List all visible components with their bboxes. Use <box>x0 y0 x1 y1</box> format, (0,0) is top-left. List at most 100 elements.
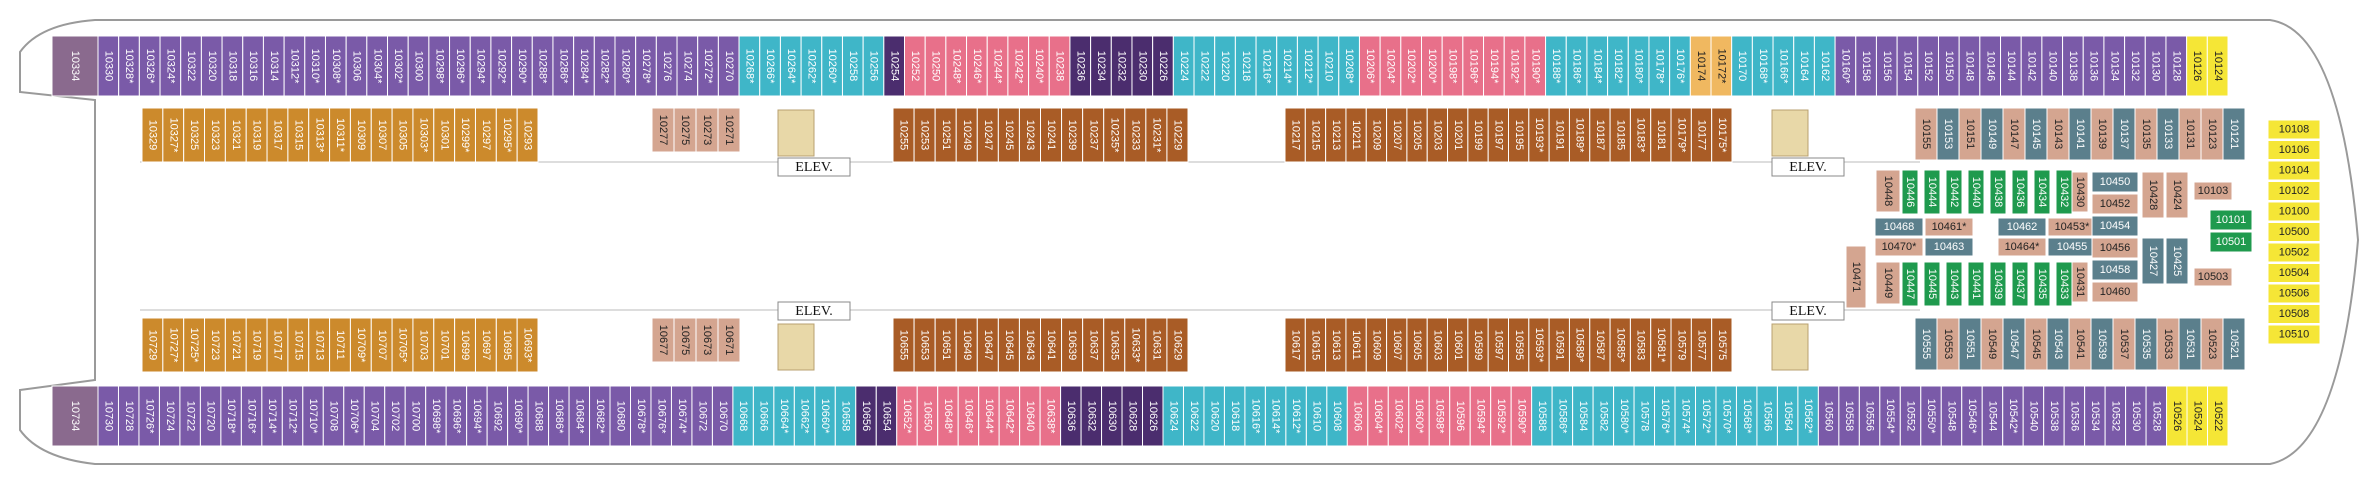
fwd-right-cabin[interactable]: 10450 <box>2091 171 2139 193</box>
outer-cabin[interactable]: 10254 <box>883 35 906 97</box>
fwd-side-cabin[interactable]: 10448 <box>1875 169 1901 213</box>
outer-cabin[interactable]: 10128 <box>2165 35 2188 97</box>
inner-cabin[interactable]: 10327* <box>162 107 185 163</box>
suite-cabin[interactable]: 10500 <box>2267 222 2321 242</box>
outer-cabin[interactable]: 10606 <box>1346 385 1369 447</box>
fwd-side-cabin[interactable]: 10425 <box>2165 237 2189 285</box>
inner-cabin[interactable]: 10239 <box>1061 107 1084 163</box>
outer-cabin[interactable]: 10300 <box>407 35 430 97</box>
outer-cabin[interactable]: 10522 <box>2207 385 2229 447</box>
fwd-upper-cabin[interactable]: 10143 <box>2046 107 2070 161</box>
green-cabin[interactable]: 10442 <box>1945 169 1963 215</box>
outer-cabin[interactable]: 10132 <box>2124 35 2146 97</box>
outer-cabin[interactable]: 10530 <box>2125 385 2147 447</box>
outer-cabin[interactable]: 10210 <box>1317 35 1340 97</box>
outer-cabin[interactable]: 10248* <box>945 35 968 97</box>
outer-cabin[interactable]: 10680 <box>609 385 631 447</box>
fwd-lower-cabin[interactable]: 10533 <box>2156 317 2180 371</box>
inner-cabin[interactable]: 10645 <box>997 317 1020 373</box>
outer-cabin[interactable]: 10322 <box>180 35 202 97</box>
outer-cabin[interactable]: 10296* <box>449 35 471 97</box>
outer-cabin[interactable]: 10710* <box>302 385 324 447</box>
outer-cabin[interactable]: 10142 <box>2020 35 2043 97</box>
outer-cabin[interactable]: 10282* <box>593 35 616 97</box>
outer-cabin[interactable]: 10202* <box>1400 35 1422 97</box>
outer-cabin[interactable]: 10162 <box>1813 35 1836 97</box>
inner-cabin[interactable]: 10723 <box>204 317 226 373</box>
outer-cabin[interactable]: 10244* <box>986 35 1009 97</box>
outer-cabin[interactable]: 10130 <box>2144 35 2167 97</box>
inner-cabin[interactable]: 10251 <box>934 107 957 163</box>
fwd-upper-cabin[interactable]: 10149 <box>1980 107 2004 161</box>
center-cabin[interactable]: 10455 <box>2047 237 2097 257</box>
outer-cabin[interactable]: 10188* <box>1545 35 1567 97</box>
inner-cabin[interactable]: 10215 <box>1304 107 1327 163</box>
aft-cabin-bottom[interactable]: 10734 <box>51 385 99 447</box>
inner-cabin[interactable]: 10641 <box>1040 317 1063 373</box>
outer-cabin[interactable]: 10152 <box>1917 35 1939 97</box>
outer-cabin[interactable]: 10222 <box>1193 35 1216 97</box>
outer-cabin[interactable]: 10552 <box>1899 385 1922 447</box>
inner-cabin[interactable]: 10241 <box>1040 107 1063 163</box>
inner-cabin[interactable]: 10275 <box>673 107 697 153</box>
outer-cabin[interactable]: 10584 <box>1572 385 1594 447</box>
inner-cabin[interactable]: 10631 <box>1145 317 1168 373</box>
outer-cabin[interactable]: 10640 <box>1019 385 1041 447</box>
outer-cabin[interactable]: 10592* <box>1490 385 1512 447</box>
outer-cabin[interactable]: 10250 <box>924 35 947 97</box>
inner-cabin[interactable]: 10323 <box>204 107 226 163</box>
outer-cabin[interactable]: 10286* <box>552 35 575 97</box>
outer-cabin[interactable]: 10246* <box>966 35 988 97</box>
fwd-lower-cabin[interactable]: 10535 <box>2134 317 2158 371</box>
suite-cabin[interactable]: 10504 <box>2267 263 2321 283</box>
outer-cabin[interactable]: 10208* <box>1338 35 1360 97</box>
inner-cabin[interactable]: 10637 <box>1082 317 1105 373</box>
outer-cabin[interactable]: 10558 <box>1838 385 1860 447</box>
outer-cabin[interactable]: 10696* <box>445 385 468 447</box>
inner-cabin[interactable]: 10205 <box>1406 107 1428 163</box>
inner-cabin[interactable]: 10609 <box>1365 317 1388 373</box>
outer-cabin[interactable]: 10688 <box>527 385 550 447</box>
inner-cabin[interactable]: 10577 <box>1690 317 1713 373</box>
outer-cabin[interactable]: 10718* <box>220 385 242 447</box>
inner-cabin[interactable]: 10715 <box>287 317 310 373</box>
inner-cabin[interactable]: 10711 <box>329 317 351 373</box>
center-cabin[interactable]: 10463 <box>1924 237 1974 257</box>
outer-cabin[interactable]: 10134 <box>2103 35 2126 97</box>
fwd-side-cabin[interactable]: 10424 <box>2165 171 2189 219</box>
outer-cabin[interactable]: 10544 <box>1981 385 2004 447</box>
outer-cabin[interactable]: 10708 <box>322 385 345 447</box>
suite-cabin[interactable]: 10510 <box>2267 324 2321 345</box>
outer-cabin[interactable]: 10644* <box>978 385 1000 447</box>
inner-cabin[interactable]: 10589* <box>1568 317 1591 373</box>
outer-cabin[interactable]: 10220 <box>1214 35 1236 97</box>
green-cabin[interactable]: 10437 <box>2011 261 2029 307</box>
outer-cabin[interactable]: 10124 <box>2206 35 2229 97</box>
outer-cabin[interactable]: 10630 <box>1101 385 1123 447</box>
outer-cabin[interactable]: 10618 <box>1223 385 1246 447</box>
outer-cabin[interactable]: 10330 <box>97 35 120 97</box>
fwd-lower-cabin[interactable]: 10553 <box>1936 317 1960 371</box>
outer-cabin[interactable]: 10224 <box>1172 35 1195 97</box>
outer-cabin[interactable]: 10704 <box>363 385 386 447</box>
outer-cabin[interactable]: 10652* <box>896 385 918 447</box>
fwd-upper-cabin[interactable]: 10133 <box>2156 107 2180 161</box>
outer-cabin[interactable]: 10700 <box>404 385 427 447</box>
inner-cabin[interactable]: 10213 <box>1325 107 1347 163</box>
outer-cabin[interactable]: 10294* <box>469 35 492 97</box>
inner-cabin[interactable]: 10305 <box>391 107 414 163</box>
outer-cabin[interactable]: 10582 <box>1592 385 1615 447</box>
inner-cabin[interactable]: 10313* <box>308 107 331 163</box>
outer-cabin[interactable]: 10550* <box>1920 385 1942 447</box>
outer-cabin[interactable]: 10198* <box>1441 35 1464 97</box>
outer-cabin[interactable]: 10624 <box>1162 385 1184 447</box>
outer-cabin[interactable]: 10290* <box>511 35 533 97</box>
outer-cabin[interactable]: 10564 <box>1776 385 1799 447</box>
inner-cabin[interactable]: 10593* <box>1528 317 1550 373</box>
outer-cabin[interactable]: 10614* <box>1264 385 1287 447</box>
center-cabin[interactable]: 10453* <box>2047 217 2097 237</box>
outer-cabin[interactable]: 10262* <box>800 35 823 97</box>
inner-cabin[interactable]: 10231* <box>1145 107 1168 163</box>
outer-cabin[interactable]: 10200* <box>1420 35 1443 97</box>
suite-cabin[interactable]: 10106 <box>2267 140 2321 160</box>
